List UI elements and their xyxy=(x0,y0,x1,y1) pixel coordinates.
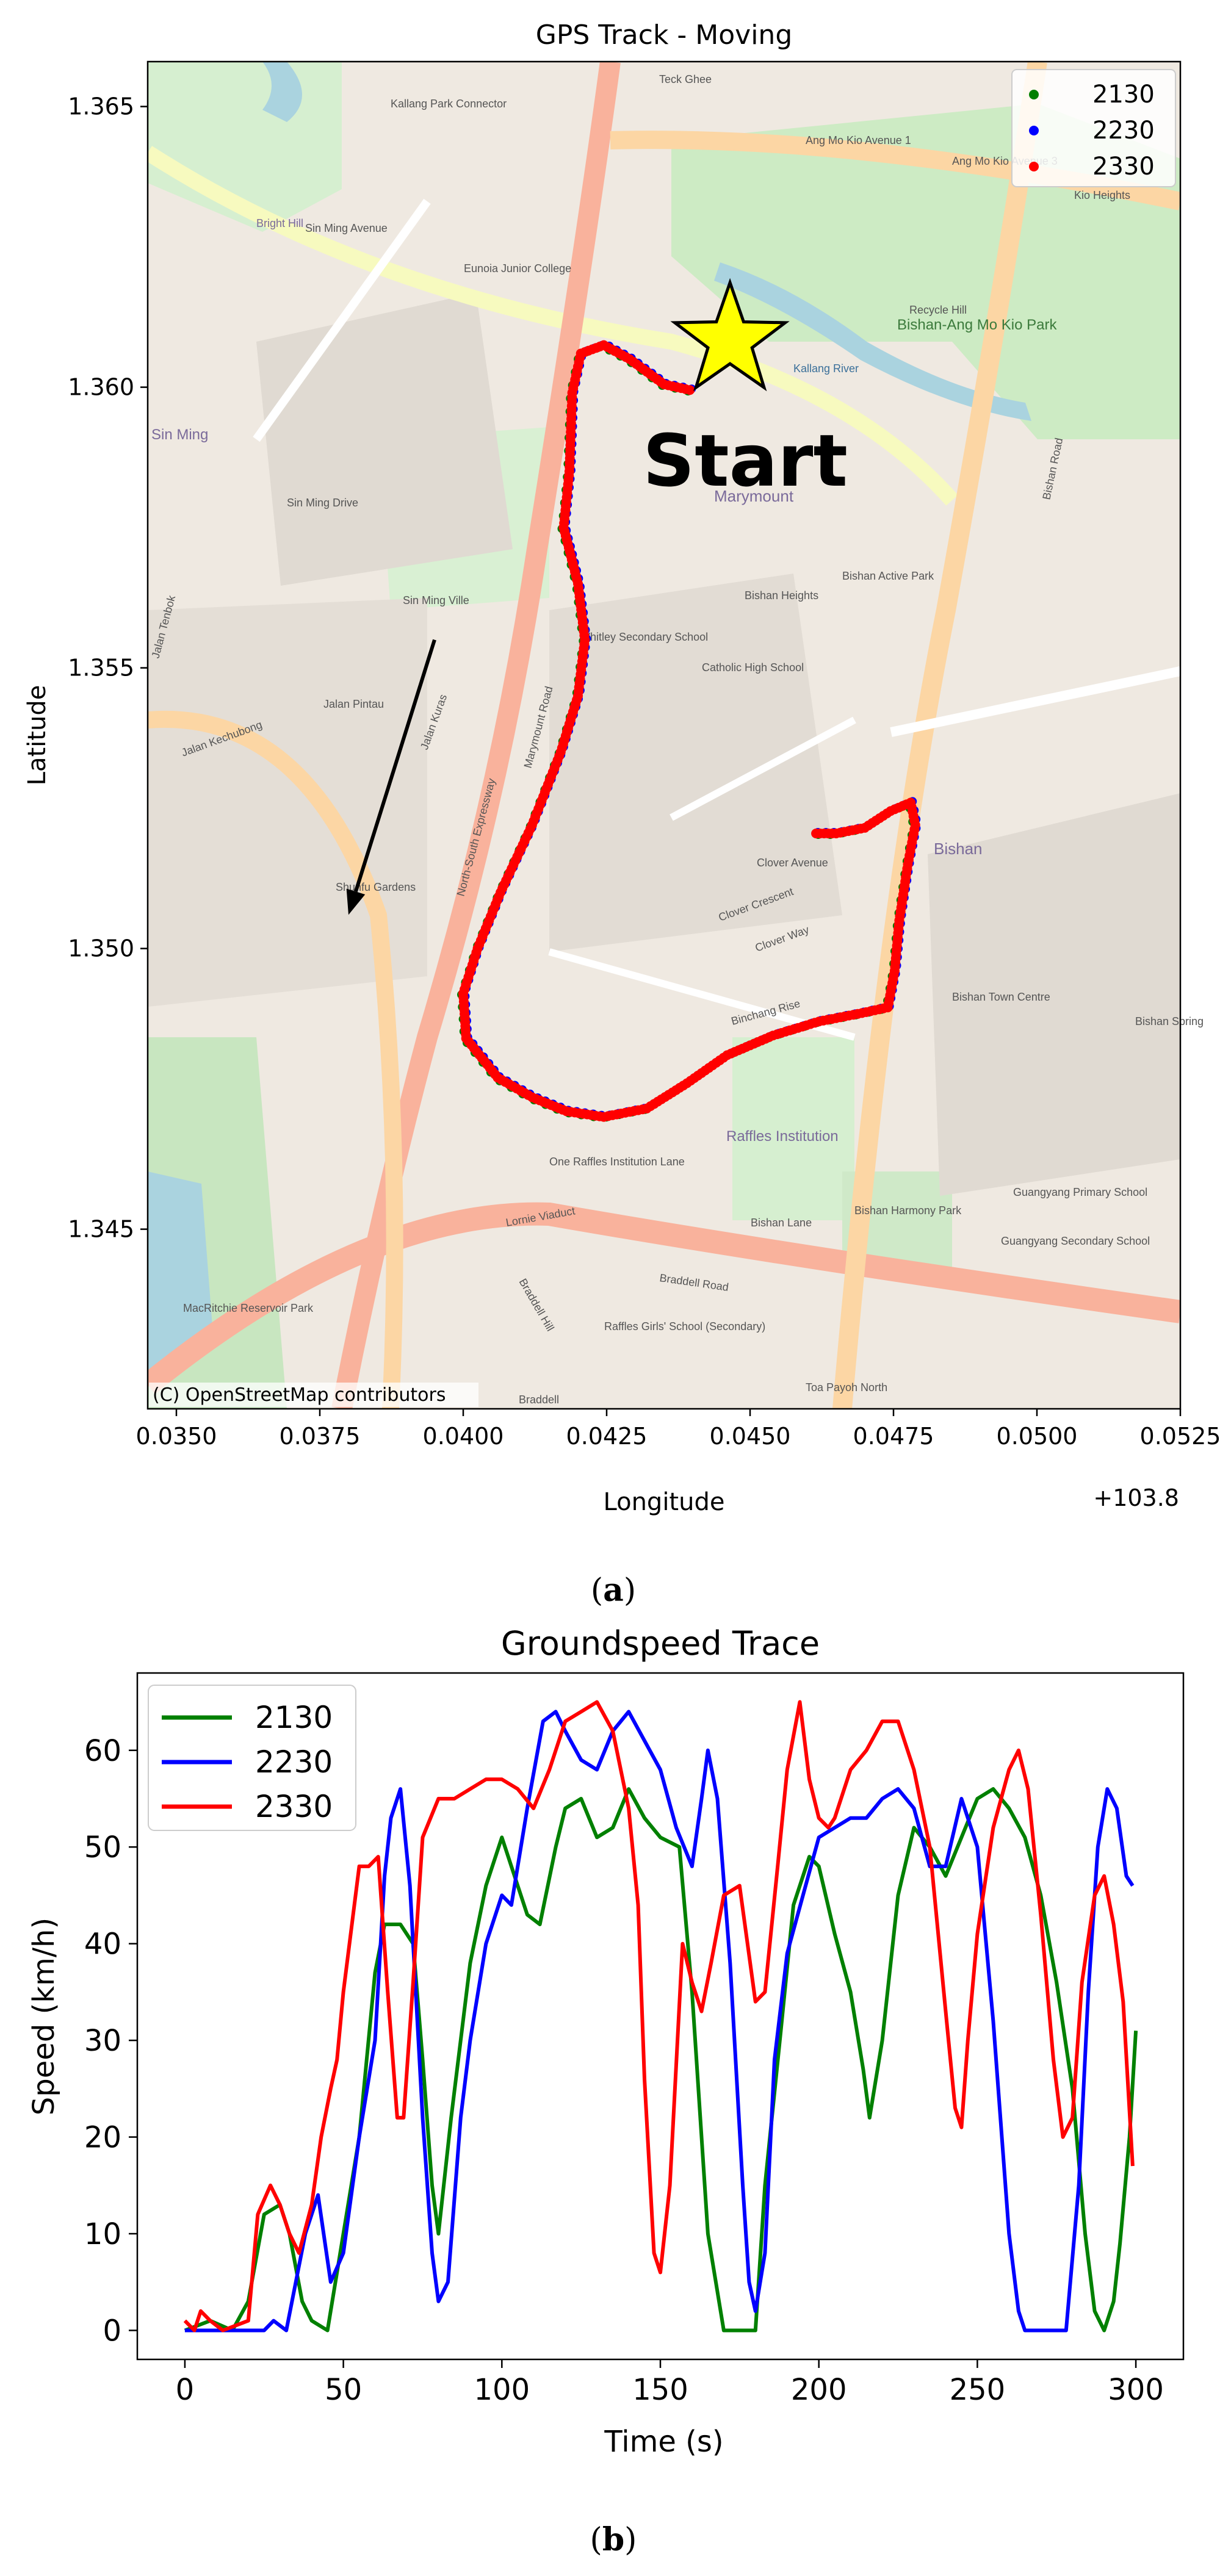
map-label: Sin Ming Ville xyxy=(403,594,469,606)
map-x-tick-label: 0.0350 xyxy=(136,1423,217,1450)
map-label: Bishan Spring xyxy=(1135,1015,1204,1027)
map-label: Raffles Institution xyxy=(726,1128,839,1145)
map-label: Teck Ghee xyxy=(659,73,712,85)
map-label: Bishan Harmony Park xyxy=(854,1204,962,1217)
legend-label-2330: 2330 xyxy=(1092,153,1155,181)
map-label: Sin Ming Drive xyxy=(287,497,358,509)
map-x-tick-label: 0.0500 xyxy=(997,1423,1078,1450)
speed-series-layer xyxy=(183,1700,1138,2333)
map-axes-frame xyxy=(146,60,1182,1410)
map-label: Whitley Secondary School xyxy=(580,631,708,643)
legend-marker-2230 xyxy=(1029,126,1039,135)
speed-x-tick-label: 200 xyxy=(791,2373,847,2407)
speed-x-tick-label: 100 xyxy=(474,2373,530,2407)
map-label: Marymount xyxy=(714,487,794,505)
map-background xyxy=(148,62,1180,1409)
legend-label-2130: 2130 xyxy=(255,1700,333,1735)
map-legend: 2130 2230 2330 xyxy=(1011,69,1176,187)
map-label: Bishan xyxy=(934,840,983,858)
map-y-axis-label: Latitude xyxy=(23,685,51,786)
speed-x-tick-label: 300 xyxy=(1108,2373,1164,2407)
legend-label-2230: 2230 xyxy=(1092,117,1155,145)
speed-y-tick-label: 30 xyxy=(84,2024,121,2058)
speed-x-tick-label: 250 xyxy=(950,2373,1006,2407)
speed-x-tick-label: 150 xyxy=(632,2373,688,2407)
legend-marker-2130 xyxy=(1029,90,1039,99)
legend-label-2130: 2130 xyxy=(1092,81,1155,109)
map-label: Kallang Park Connector xyxy=(391,98,507,110)
start-star-marker xyxy=(670,278,790,392)
map-label: One Raffles Institution Lane xyxy=(549,1156,685,1168)
map-label: Guangyang Secondary School xyxy=(1001,1235,1150,1247)
speed-y-tick-label: 0 xyxy=(103,2314,121,2348)
speed-x-axis: 0 50 100 150 200 250 300 xyxy=(176,2359,1164,2407)
map-label: Braddell xyxy=(519,1394,559,1406)
map-label: MacRitchie Reservoir Park xyxy=(183,1302,314,1314)
map-attribution: (C) OpenStreetMap contributors xyxy=(153,1384,446,1406)
map-x-tick-label: 0.0425 xyxy=(566,1423,648,1450)
map-label: Bishan Active Park xyxy=(842,570,934,582)
speed-y-axis: 0 10 20 30 40 50 60 xyxy=(84,1734,137,2348)
map-label: Bishan Town Centre xyxy=(952,991,1050,1003)
map-label: Sin Ming Avenue xyxy=(305,222,388,234)
map-y-tick-label: 1.350 xyxy=(68,935,134,962)
map-x-offset-label: +103.8 xyxy=(1093,1484,1179,1511)
map-x-tick-label: 0.0475 xyxy=(853,1423,934,1450)
speed-legend: 2130 2230 2330 xyxy=(148,1685,356,1831)
map-label: Eunoia Junior College xyxy=(464,262,571,275)
map-x-tick-label: 0.0400 xyxy=(423,1423,504,1450)
caption-a: (a) xyxy=(591,1572,636,1609)
map-x-tick-label: 0.0375 xyxy=(280,1423,361,1450)
speed-y-tick-label: 10 xyxy=(84,2217,121,2251)
gps-map-panel: GPS Track - Moving xyxy=(23,20,1221,1609)
map-y-axis: 1.345 1.350 1.355 1.360 1.365 xyxy=(68,93,148,1243)
map-label: Guangyang Primary School xyxy=(1013,1186,1147,1198)
map-attribution-box: (C) OpenStreetMap contributors xyxy=(149,1383,478,1407)
map-label: Bishan Lane xyxy=(751,1217,812,1229)
map-y-tick-label: 1.355 xyxy=(68,655,134,682)
map-label: Bright Hill xyxy=(256,217,303,229)
groundspeed-panel: Groundspeed Trace 0 50 100 150 200 250 300 0 10… xyxy=(27,1624,1185,2558)
map-label: Jalan Pintau xyxy=(323,698,384,710)
map-title: GPS Track - Moving xyxy=(536,20,793,51)
map-y-tick-label: 1.345 xyxy=(68,1216,134,1243)
map-x-tick-label: 0.0450 xyxy=(710,1423,791,1450)
speed-y-axis-label: Speed (km/h) xyxy=(27,1918,61,2115)
legend-marker-2330 xyxy=(1029,162,1039,171)
legend-label-2330: 2330 xyxy=(255,1789,333,1824)
speed-x-tick-label: 0 xyxy=(176,2373,195,2407)
speed-title: Groundspeed Trace xyxy=(501,1624,820,1663)
direction-arrow xyxy=(346,639,436,915)
speed-y-tick-label: 50 xyxy=(84,1830,121,1865)
speed-x-axis-label: Time (s) xyxy=(604,2425,723,2459)
map-label: Bishan Heights xyxy=(745,589,818,602)
map-label: Bishan-Ang Mo Kio Park xyxy=(897,317,1057,333)
track-point-2330 xyxy=(811,829,821,838)
map-label: Catholic High School xyxy=(702,661,804,674)
speed-y-tick-label: 20 xyxy=(84,2121,121,2155)
map-y-tick-label: 1.365 xyxy=(68,93,134,120)
map-label: Sin Ming xyxy=(151,426,208,443)
map-label: Ang Mo Kio Avenue 1 xyxy=(806,134,911,146)
map-y-tick-label: 1.360 xyxy=(68,374,134,401)
speed-x-tick-label: 50 xyxy=(325,2373,362,2407)
map-label: Kallang River xyxy=(793,362,859,375)
speed-line-2330 xyxy=(183,1700,1135,2333)
legend-label-2230: 2230 xyxy=(255,1744,333,1780)
speed-y-tick-label: 60 xyxy=(84,1734,121,1768)
start-annotation: Start xyxy=(643,419,848,503)
map-x-tick-label: 0.0525 xyxy=(1140,1423,1221,1450)
gps-track-layer xyxy=(457,340,921,1122)
speed-line-2230 xyxy=(184,1710,1135,2333)
map-x-axis-label: Longitude xyxy=(604,1488,725,1516)
caption-b: (b) xyxy=(590,2521,637,2558)
map-label: Clover Avenue xyxy=(757,857,828,869)
speed-y-tick-label: 40 xyxy=(84,1927,121,1962)
map-label: Toa Payoh North xyxy=(806,1381,887,1394)
map-label: Raffles Girls' School (Secondary) xyxy=(604,1320,765,1333)
map-label: Recycle Hill xyxy=(909,304,967,316)
map-x-axis: 0.0350 0.0375 0.0400 0.0425 0.0450 0.0475 0.05… xyxy=(136,1409,1221,1450)
map-label: Kio Heights xyxy=(1074,189,1130,201)
